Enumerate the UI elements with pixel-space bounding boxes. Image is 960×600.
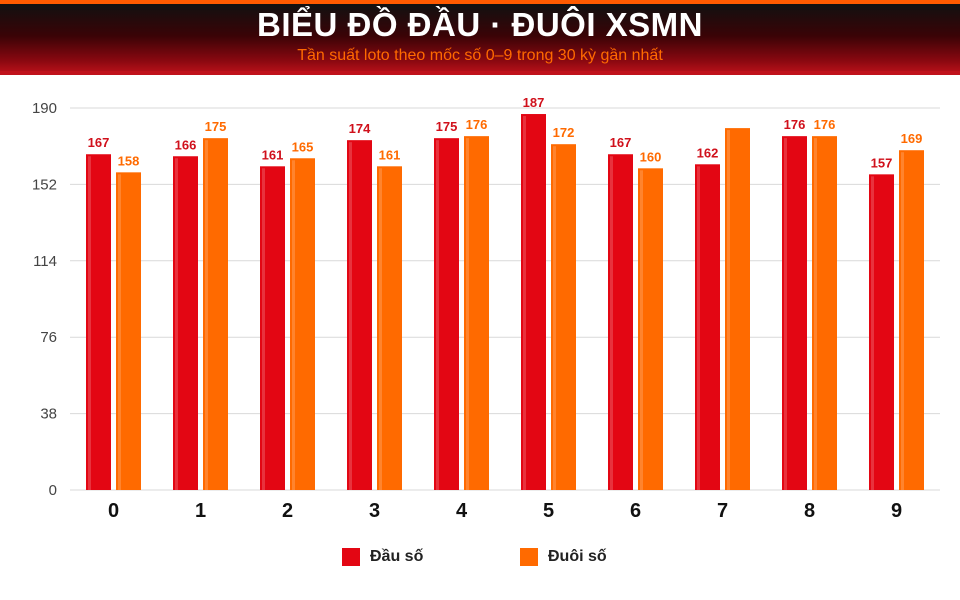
value-label: 161 bbox=[379, 147, 401, 162]
bar-dau bbox=[260, 166, 285, 490]
bar-dau bbox=[782, 136, 807, 490]
x-tick-label: 1 bbox=[195, 500, 206, 522]
y-tick-label: 76 bbox=[40, 329, 57, 346]
x-tick-label: 4 bbox=[456, 500, 468, 522]
bar-highlight bbox=[292, 160, 295, 490]
value-label: 157 bbox=[871, 155, 893, 170]
bar-duoi bbox=[725, 128, 750, 490]
x-tick-label: 6 bbox=[630, 500, 641, 522]
legend-item-dau: Đầu số bbox=[342, 545, 423, 569]
legend-swatch-dau bbox=[342, 548, 360, 566]
legend-label-duoi: Đuôi số bbox=[548, 548, 607, 565]
bar-dau bbox=[521, 114, 546, 490]
bar-duoi bbox=[638, 168, 663, 490]
bar-highlight bbox=[118, 174, 121, 490]
value-label: 167 bbox=[610, 135, 632, 150]
chart-header: BIỂU ĐỒ ĐẦU · ĐUÔI XSMN Tần suất loto th… bbox=[0, 0, 960, 75]
y-tick-label: 38 bbox=[40, 406, 57, 423]
value-label: 175 bbox=[205, 119, 227, 134]
bar-highlight bbox=[727, 130, 730, 490]
bar-highlight bbox=[814, 138, 817, 490]
value-label: 166 bbox=[175, 137, 197, 152]
chart-title: BIỂU ĐỒ ĐẦU · ĐUÔI XSMN bbox=[256, 6, 703, 43]
bar-dau bbox=[347, 140, 372, 490]
bar-dau bbox=[173, 156, 198, 490]
chart-subtitle: Tần suất loto theo mốc số 0–9 trong 30 k… bbox=[297, 47, 663, 64]
bar-dau bbox=[695, 164, 720, 490]
bar-highlight bbox=[466, 138, 469, 490]
bar-highlight bbox=[175, 158, 178, 490]
bar-highlight bbox=[871, 176, 874, 491]
x-tick-label: 2 bbox=[282, 500, 293, 522]
bar-duoi bbox=[377, 166, 402, 490]
header-divider bbox=[0, 71, 960, 75]
bar-duoi bbox=[899, 150, 924, 490]
value-label: 158 bbox=[118, 153, 140, 168]
bar-highlight bbox=[88, 156, 91, 490]
value-label: 176 bbox=[466, 117, 488, 132]
value-label: 169 bbox=[901, 131, 923, 146]
bar-dau bbox=[869, 174, 894, 491]
value-label: 161 bbox=[262, 147, 284, 162]
value-label: 167 bbox=[88, 135, 110, 150]
value-label: 176 bbox=[814, 117, 836, 132]
bar-dau bbox=[434, 138, 459, 490]
x-tick-label: 7 bbox=[717, 500, 728, 522]
bar-duoi bbox=[290, 158, 315, 490]
value-label: 176 bbox=[784, 117, 806, 132]
x-tick-label: 8 bbox=[804, 500, 815, 522]
bar-highlight bbox=[379, 168, 382, 490]
legend-label-dau: Đầu số bbox=[370, 548, 424, 565]
legend-item-duoi: Đuôi số bbox=[520, 545, 607, 569]
y-tick-label: 114 bbox=[33, 253, 57, 270]
value-label: 174 bbox=[349, 121, 371, 136]
bar-dau bbox=[86, 154, 111, 490]
bar-highlight bbox=[523, 116, 526, 490]
bar-highlight bbox=[901, 152, 904, 490]
bar-highlight bbox=[640, 170, 643, 490]
value-label: 165 bbox=[292, 139, 314, 154]
bar-duoi bbox=[551, 144, 576, 490]
x-tick-label: 0 bbox=[108, 500, 119, 522]
legend-swatch-duoi bbox=[520, 548, 538, 566]
bar-duoi bbox=[203, 138, 228, 490]
bar-highlight bbox=[553, 146, 556, 490]
value-label: 175 bbox=[436, 119, 458, 134]
bar-highlight bbox=[697, 166, 700, 490]
bar-highlight bbox=[784, 138, 787, 490]
bar-highlight bbox=[205, 140, 208, 490]
bar-duoi bbox=[812, 136, 837, 490]
value-label: 172 bbox=[553, 125, 575, 140]
bar-dau bbox=[608, 154, 633, 490]
value-label: 160 bbox=[640, 149, 662, 164]
x-tick-label: 9 bbox=[891, 500, 902, 522]
chart-legend: Đầu số Đuôi số bbox=[0, 545, 960, 569]
bar-highlight bbox=[262, 168, 265, 490]
value-label: 187 bbox=[523, 95, 545, 110]
bar-chart: 0387611415219016715801661751161165217416… bbox=[32, 95, 940, 522]
x-tick-label: 5 bbox=[543, 500, 554, 522]
bar-duoi bbox=[464, 136, 489, 490]
value-label: 162 bbox=[697, 145, 719, 160]
y-tick-label: 190 bbox=[32, 100, 57, 117]
bar-highlight bbox=[436, 140, 439, 490]
bar-duoi bbox=[116, 172, 141, 490]
x-tick-label: 3 bbox=[369, 500, 380, 522]
bar-highlight bbox=[349, 142, 352, 490]
y-tick-label: 152 bbox=[32, 176, 57, 193]
bar-highlight bbox=[610, 156, 613, 490]
y-tick-label: 0 bbox=[49, 482, 57, 499]
